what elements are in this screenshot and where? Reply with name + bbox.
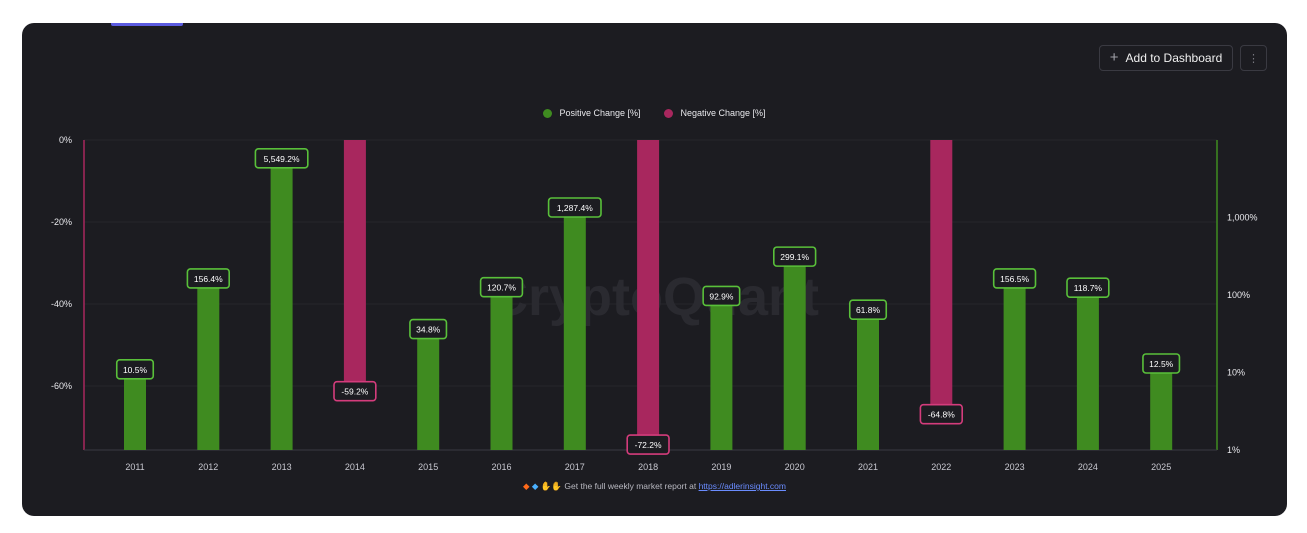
chart-footer: ◆ ◆ ✋✋ Get the full weekly market report… — [22, 481, 1287, 492]
x-tick-label: 2019 — [711, 462, 731, 472]
orange-diamond-icon: ◆ — [523, 481, 530, 491]
chart-legend: Positive Change [%] Negative Change [%] — [22, 108, 1287, 118]
positive-bar — [417, 330, 440, 450]
x-tick-label: 2011 — [125, 462, 144, 472]
positive-label-box — [254, 148, 309, 169]
positive-bar — [1150, 364, 1173, 450]
x-tick-label: 2018 — [638, 462, 658, 472]
x-tick-label: 2013 — [272, 462, 292, 472]
active-tab-indicator[interactable] — [111, 23, 183, 26]
x-tick-label: 2022 — [931, 462, 951, 472]
yellow-hands-icon: ✋✋ — [540, 481, 563, 491]
positive-data-label: 156.5% — [1000, 274, 1029, 284]
positive-bar — [857, 311, 879, 450]
more-options-button[interactable]: ⋮ — [1240, 45, 1267, 71]
x-tick-label: 2014 — [345, 462, 365, 472]
positive-data-label: 299.1% — [780, 252, 809, 262]
negative-data-label: -59.2% — [341, 387, 368, 397]
tick-labels: 0% -20% -40% -60% 1,000% 100% 10% 1% 2011 2012 201… — [51, 135, 1258, 472]
positive-bar — [783, 258, 806, 450]
plus-icon: + — [1109, 49, 1119, 66]
left-tick-label: -20% — [51, 217, 72, 227]
positive-data-label: 12.5% — [1149, 359, 1174, 369]
positive-data-label: 61.8% — [856, 305, 881, 315]
negative-label-box — [626, 434, 670, 455]
x-tick-label: 2016 — [491, 462, 511, 472]
more-vertical-icon: ⋮ — [1248, 52, 1259, 65]
positive-label-box — [409, 318, 448, 340]
negative-label-box — [333, 380, 377, 402]
negative-bar — [637, 140, 660, 437]
x-tick-label: 2020 — [785, 462, 805, 472]
right-tick-label: 1,000% — [1227, 213, 1258, 223]
legend-dot-positive — [543, 108, 553, 118]
positive-bar — [270, 159, 293, 450]
x-tick-label: 2023 — [1005, 462, 1025, 472]
footer-link[interactable]: https://adlerinsight.com — [698, 481, 786, 491]
positive-label-box — [848, 299, 888, 320]
positive-data-label: 92.9% — [709, 291, 734, 301]
positive-data-label: 1,287.4% — [557, 203, 593, 213]
left-tick-label: 0% — [59, 135, 72, 145]
left-tick-label: -40% — [51, 299, 72, 309]
x-tick-label: 2012 — [198, 462, 218, 472]
add-to-dashboard-button[interactable]: + Add to Dashboard — [1099, 45, 1233, 71]
positive-bar — [124, 370, 146, 450]
bar-series — [124, 140, 1173, 450]
x-tick-label: 2025 — [1151, 462, 1171, 472]
legend-label-negative: Negative Change [%] — [680, 108, 766, 118]
x-tick-label: 2024 — [1078, 462, 1098, 472]
add-to-dashboard-label: Add to Dashboard — [1125, 51, 1223, 65]
positive-bar — [197, 279, 220, 450]
positive-bar — [1003, 279, 1026, 450]
x-tick-label: 2021 — [858, 462, 878, 472]
positive-data-label: 156.4% — [194, 274, 223, 284]
positive-label-box — [479, 276, 524, 298]
bar-chart: CryptoQuant 10.5%156.4%5,549.2%34.8%120.… — [51, 135, 1258, 472]
positive-bar — [490, 288, 513, 450]
chart-panel: CryptoQuant 10.5%156.4%5,549.2%34.8%120.… — [22, 23, 1287, 516]
data-labels: 10.5% 156.4% 5,549.2% 34.8% 120.7% 1,287.4% 92… — [115, 148, 1181, 455]
positive-data-label: 118.7% — [1074, 283, 1103, 293]
legend-item-negative[interactable]: Negative Change [%] — [664, 108, 766, 118]
negative-data-label: -64.8% — [928, 410, 955, 420]
positive-bar — [1076, 289, 1099, 450]
footer-text: Get the full weekly market report at — [564, 481, 697, 491]
positive-label-box — [1142, 353, 1181, 374]
negative-bar — [343, 140, 366, 383]
x-tick-label: 2015 — [418, 462, 438, 472]
negative-label-box — [919, 403, 964, 425]
left-tick-label: -60% — [51, 381, 72, 391]
right-tick-label: 1% — [1227, 445, 1240, 455]
positive-label-box — [1066, 277, 1110, 299]
positive-label-box — [547, 197, 602, 218]
positive-label-box — [186, 268, 230, 289]
negative-bar — [930, 140, 953, 406]
positive-bar — [710, 297, 733, 450]
legend-label-positive: Positive Change [%] — [559, 108, 641, 118]
positive-label-box — [992, 268, 1037, 289]
right-tick-label: 100% — [1227, 290, 1250, 300]
blue-diamond-icon: ◆ — [531, 481, 539, 491]
positive-data-label: 120.7% — [487, 283, 516, 293]
right-tick-label: 10% — [1227, 368, 1245, 378]
legend-item-positive[interactable]: Positive Change [%] — [543, 108, 640, 118]
legend-dot-negative — [664, 108, 674, 118]
positive-data-label: 10.5% — [123, 365, 148, 375]
positive-data-label: 5,549.2% — [264, 154, 300, 164]
positive-label-box — [702, 285, 741, 307]
x-tick-label: 2017 — [565, 462, 585, 472]
positive-label-box — [772, 246, 817, 267]
negative-data-label: -72.2% — [635, 440, 662, 450]
positive-data-label: 34.8% — [416, 325, 441, 335]
positive-bar — [563, 208, 586, 450]
positive-label-box — [115, 359, 155, 380]
